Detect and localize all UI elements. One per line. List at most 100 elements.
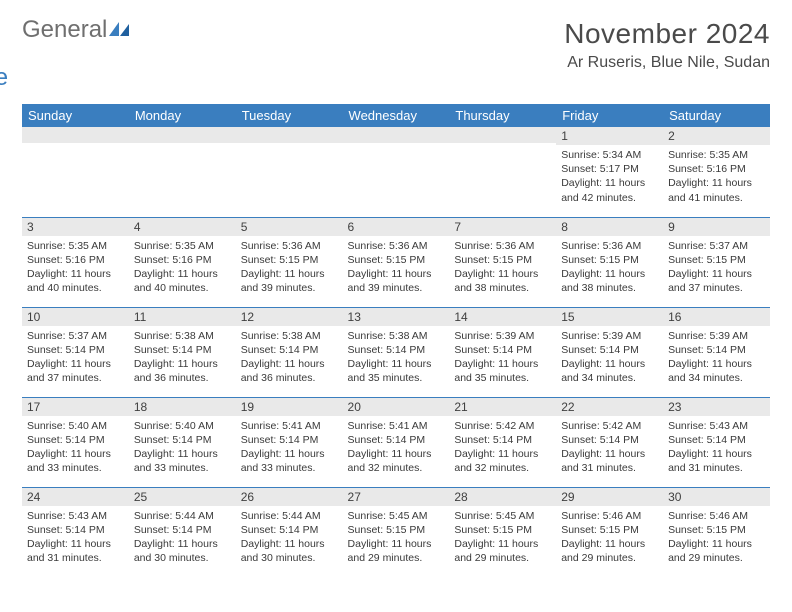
daylight-line: Daylight: 11 hours and 37 minutes. xyxy=(668,267,765,295)
calendar-day-cell: 22Sunrise: 5:42 AMSunset: 5:14 PMDayligh… xyxy=(556,397,663,487)
page-header: General Blue November 2024 Ar Ruseris, B… xyxy=(22,18,770,92)
day-details: Sunrise: 5:36 AMSunset: 5:15 PMDaylight:… xyxy=(343,236,450,300)
weekday-header: Saturday xyxy=(663,104,770,127)
weekday-header: Tuesday xyxy=(236,104,343,127)
daylight-line: Daylight: 11 hours and 30 minutes. xyxy=(134,537,231,565)
day-details: Sunrise: 5:38 AMSunset: 5:14 PMDaylight:… xyxy=(343,326,450,390)
sunset-line: Sunset: 5:16 PM xyxy=(27,253,124,267)
sunset-line: Sunset: 5:14 PM xyxy=(668,343,765,357)
calendar-day-cell: 16Sunrise: 5:39 AMSunset: 5:14 PMDayligh… xyxy=(663,307,770,397)
calendar-week-row: 17Sunrise: 5:40 AMSunset: 5:14 PMDayligh… xyxy=(22,397,770,487)
day-number: 11 xyxy=(129,308,236,326)
sunrise-line: Sunrise: 5:39 AM xyxy=(668,329,765,343)
sunset-line: Sunset: 5:15 PM xyxy=(668,253,765,267)
calendar-day-cell: 3Sunrise: 5:35 AMSunset: 5:16 PMDaylight… xyxy=(22,217,129,307)
calendar-day-cell: 24Sunrise: 5:43 AMSunset: 5:14 PMDayligh… xyxy=(22,487,129,577)
daylight-line: Daylight: 11 hours and 30 minutes. xyxy=(241,537,338,565)
calendar-day-cell: 11Sunrise: 5:38 AMSunset: 5:14 PMDayligh… xyxy=(129,307,236,397)
sunset-line: Sunset: 5:14 PM xyxy=(241,523,338,537)
day-number: 21 xyxy=(449,398,556,416)
sunrise-line: Sunrise: 5:34 AM xyxy=(561,148,658,162)
title-block: November 2024 Ar Ruseris, Blue Nile, Sud… xyxy=(564,18,770,72)
sunset-line: Sunset: 5:14 PM xyxy=(348,433,445,447)
calendar-day-cell: 6Sunrise: 5:36 AMSunset: 5:15 PMDaylight… xyxy=(343,217,450,307)
calendar-day-cell: 27Sunrise: 5:45 AMSunset: 5:15 PMDayligh… xyxy=(343,487,450,577)
sunset-line: Sunset: 5:14 PM xyxy=(454,433,551,447)
day-details: Sunrise: 5:41 AMSunset: 5:14 PMDaylight:… xyxy=(343,416,450,480)
day-number: 24 xyxy=(22,488,129,506)
day-number xyxy=(449,127,556,143)
daylight-line: Daylight: 11 hours and 34 minutes. xyxy=(668,357,765,385)
daylight-line: Daylight: 11 hours and 35 minutes. xyxy=(454,357,551,385)
day-number: 27 xyxy=(343,488,450,506)
sunset-line: Sunset: 5:14 PM xyxy=(134,433,231,447)
sunrise-line: Sunrise: 5:37 AM xyxy=(668,239,765,253)
calendar-header-row: SundayMondayTuesdayWednesdayThursdayFrid… xyxy=(22,104,770,127)
calendar-day-cell: 15Sunrise: 5:39 AMSunset: 5:14 PMDayligh… xyxy=(556,307,663,397)
calendar-day-cell: 28Sunrise: 5:45 AMSunset: 5:15 PMDayligh… xyxy=(449,487,556,577)
day-details: Sunrise: 5:35 AMSunset: 5:16 PMDaylight:… xyxy=(129,236,236,300)
day-number xyxy=(236,127,343,143)
day-details: Sunrise: 5:38 AMSunset: 5:14 PMDaylight:… xyxy=(236,326,343,390)
brand-logo: General Blue xyxy=(22,18,131,92)
calendar-day-cell: 9 Sunrise: 5:37 AMSunset: 5:15 PMDaylight… xyxy=(663,217,770,307)
day-details: Sunrise: 5:43 AMSunset: 5:14 PMDaylight:… xyxy=(663,416,770,480)
daylight-line: Daylight: 11 hours and 29 minutes. xyxy=(454,537,551,565)
daylight-line: Daylight: 11 hours and 42 minutes. xyxy=(561,176,658,204)
sunrise-line: Sunrise: 5:46 AM xyxy=(668,509,765,523)
sunrise-line: Sunrise: 5:35 AM xyxy=(27,239,124,253)
sunset-line: Sunset: 5:15 PM xyxy=(668,523,765,537)
sunrise-line: Sunrise: 5:38 AM xyxy=(348,329,445,343)
sunrise-line: Sunrise: 5:35 AM xyxy=(134,239,231,253)
calendar-week-row: 10Sunrise: 5:37 AMSunset: 5:14 PMDayligh… xyxy=(22,307,770,397)
day-details: Sunrise: 5:37 AMSunset: 5:14 PMDaylight:… xyxy=(22,326,129,390)
day-number xyxy=(343,127,450,143)
sunrise-line: Sunrise: 5:44 AM xyxy=(241,509,338,523)
daylight-line: Daylight: 11 hours and 35 minutes. xyxy=(348,357,445,385)
sunset-line: Sunset: 5:15 PM xyxy=(348,253,445,267)
day-number: 4 xyxy=(129,218,236,236)
calendar-day-cell: 29Sunrise: 5:46 AMSunset: 5:15 PMDayligh… xyxy=(556,487,663,577)
sunset-line: Sunset: 5:15 PM xyxy=(561,523,658,537)
day-number: 9 xyxy=(663,218,770,236)
day-number: 3 xyxy=(22,218,129,236)
calendar-week-row: 3Sunrise: 5:35 AMSunset: 5:16 PMDaylight… xyxy=(22,217,770,307)
sunrise-line: Sunrise: 5:39 AM xyxy=(561,329,658,343)
day-details: Sunrise: 5:39 AMSunset: 5:14 PMDaylight:… xyxy=(449,326,556,390)
daylight-line: Daylight: 11 hours and 32 minutes. xyxy=(348,447,445,475)
day-details: Sunrise: 5:44 AMSunset: 5:14 PMDaylight:… xyxy=(129,506,236,570)
sunset-line: Sunset: 5:15 PM xyxy=(561,253,658,267)
day-details: Sunrise: 5:43 AMSunset: 5:14 PMDaylight:… xyxy=(22,506,129,570)
daylight-line: Daylight: 11 hours and 39 minutes. xyxy=(241,267,338,295)
calendar-day-cell: 30Sunrise: 5:46 AMSunset: 5:15 PMDayligh… xyxy=(663,487,770,577)
day-number xyxy=(129,127,236,143)
calendar-body: 1Sunrise: 5:34 AMSunset: 5:17 PMDaylight… xyxy=(22,127,770,577)
sunset-line: Sunset: 5:15 PM xyxy=(454,523,551,537)
calendar-day-cell: 7Sunrise: 5:36 AMSunset: 5:15 PMDaylight… xyxy=(449,217,556,307)
sunrise-line: Sunrise: 5:38 AM xyxy=(134,329,231,343)
calendar-day-cell: 14Sunrise: 5:39 AMSunset: 5:14 PMDayligh… xyxy=(449,307,556,397)
day-number: 17 xyxy=(22,398,129,416)
weekday-header: Sunday xyxy=(22,104,129,127)
calendar-day-cell xyxy=(236,127,343,217)
daylight-line: Daylight: 11 hours and 33 minutes. xyxy=(134,447,231,475)
daylight-line: Daylight: 11 hours and 38 minutes. xyxy=(454,267,551,295)
location-subtitle: Ar Ruseris, Blue Nile, Sudan xyxy=(564,54,770,72)
day-number: 15 xyxy=(556,308,663,326)
daylight-line: Daylight: 11 hours and 36 minutes. xyxy=(134,357,231,385)
daylight-line: Daylight: 11 hours and 40 minutes. xyxy=(134,267,231,295)
day-details: Sunrise: 5:40 AMSunset: 5:14 PMDaylight:… xyxy=(22,416,129,480)
day-details: Sunrise: 5:39 AMSunset: 5:14 PMDaylight:… xyxy=(663,326,770,390)
sunrise-line: Sunrise: 5:40 AM xyxy=(134,419,231,433)
day-details: Sunrise: 5:45 AMSunset: 5:15 PMDaylight:… xyxy=(449,506,556,570)
sunset-line: Sunset: 5:14 PM xyxy=(241,343,338,357)
sunrise-line: Sunrise: 5:45 AM xyxy=(454,509,551,523)
calendar-day-cell: 10Sunrise: 5:37 AMSunset: 5:14 PMDayligh… xyxy=(22,307,129,397)
sunset-line: Sunset: 5:15 PM xyxy=(241,253,338,267)
daylight-line: Daylight: 11 hours and 37 minutes. xyxy=(27,357,124,385)
sunrise-line: Sunrise: 5:40 AM xyxy=(27,419,124,433)
sunrise-line: Sunrise: 5:43 AM xyxy=(668,419,765,433)
day-details: Sunrise: 5:42 AMSunset: 5:14 PMDaylight:… xyxy=(449,416,556,480)
day-number: 29 xyxy=(556,488,663,506)
day-details: Sunrise: 5:46 AMSunset: 5:15 PMDaylight:… xyxy=(663,506,770,570)
